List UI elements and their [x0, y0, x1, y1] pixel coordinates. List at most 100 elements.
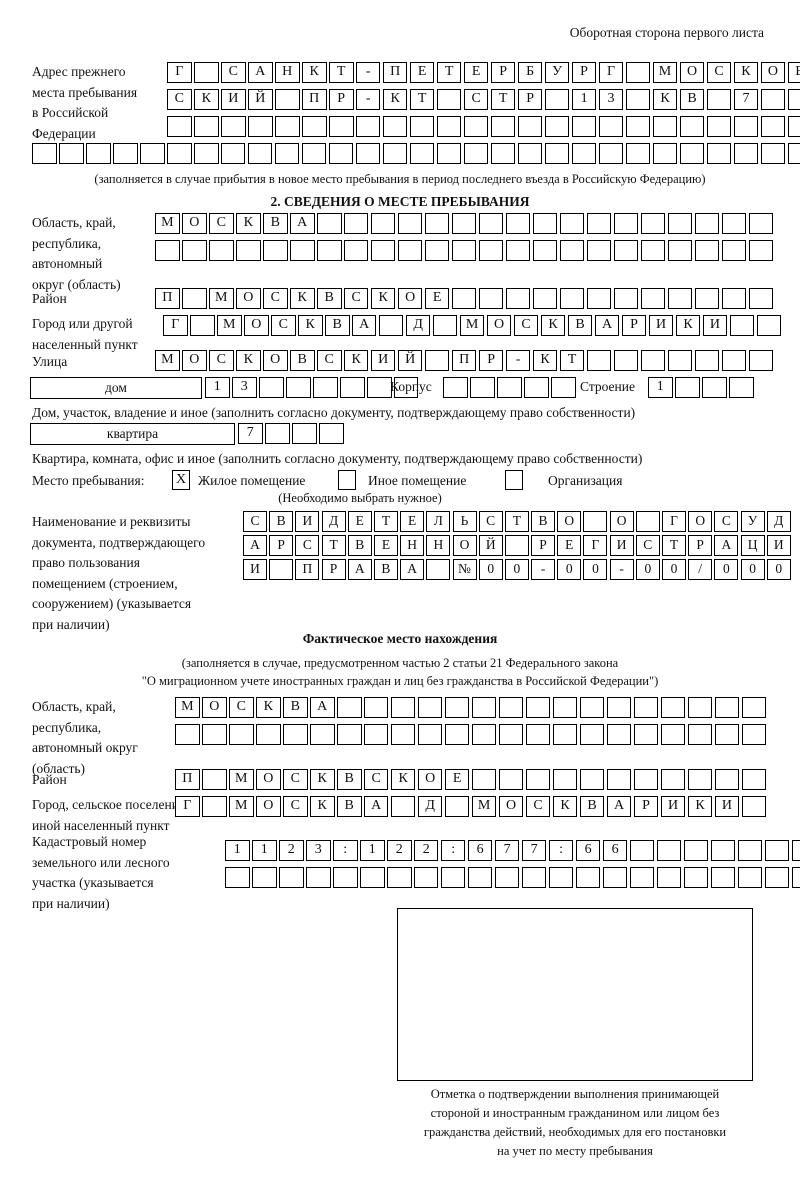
char-cell[interactable] — [451, 213, 477, 234]
char-cell[interactable] — [478, 213, 504, 234]
char-cell[interactable] — [424, 213, 450, 234]
char-cell[interactable]: Т — [559, 350, 585, 371]
char-cell[interactable] — [737, 867, 763, 888]
char-cell[interactable]: П — [382, 62, 408, 83]
char-cell[interactable] — [363, 724, 389, 745]
char-cell[interactable]: О — [243, 315, 269, 336]
char-cell[interactable] — [760, 116, 786, 137]
char-cell[interactable] — [748, 288, 774, 309]
char-cell[interactable] — [336, 724, 362, 745]
char-cell[interactable]: П — [155, 288, 180, 309]
char-cell[interactable]: 7 — [521, 840, 547, 861]
char-cell[interactable] — [440, 867, 466, 888]
char-cell[interactable]: О — [262, 350, 288, 371]
char-cell[interactable]: А — [289, 213, 315, 234]
char-cell[interactable]: - — [609, 559, 634, 580]
char-cell[interactable] — [417, 697, 443, 718]
char-cell[interactable] — [225, 867, 250, 888]
char-cell[interactable]: Г — [662, 511, 686, 532]
char-cell[interactable]: П — [175, 769, 200, 790]
char-cell[interactable]: 0 — [504, 559, 529, 580]
char-cell[interactable]: О — [452, 535, 477, 556]
char-cell[interactable] — [312, 377, 338, 398]
char-cell[interactable]: С — [243, 511, 267, 532]
char-cell[interactable] — [85, 143, 111, 164]
char-cell[interactable]: : — [548, 840, 574, 861]
char-cell[interactable] — [586, 350, 612, 371]
char-cell[interactable]: Р — [531, 535, 556, 556]
char-cell[interactable] — [559, 288, 585, 309]
char-cell[interactable] — [625, 116, 651, 137]
char-cell[interactable] — [656, 840, 682, 861]
char-cell[interactable]: В — [579, 796, 605, 817]
char-cell[interactable]: Т — [436, 62, 462, 83]
char-cell[interactable]: О — [760, 62, 786, 83]
char-cell[interactable]: Р — [490, 62, 516, 83]
char-cell[interactable] — [548, 867, 574, 888]
char-cell[interactable]: С — [635, 535, 660, 556]
char-cell[interactable] — [525, 697, 551, 718]
char-cell[interactable] — [559, 240, 585, 261]
char-cell[interactable]: О — [417, 769, 443, 790]
char-cell[interactable]: В — [336, 796, 362, 817]
char-cell[interactable]: К — [675, 315, 701, 336]
char-cell[interactable]: К — [540, 315, 566, 336]
char-cell[interactable] — [523, 377, 549, 398]
checkbox-residential[interactable]: Х — [172, 470, 190, 490]
char-cell[interactable]: В — [373, 559, 398, 580]
char-cell[interactable] — [602, 867, 628, 888]
char-cell[interactable]: 2 — [278, 840, 304, 861]
char-cell[interactable] — [424, 350, 450, 371]
char-cell[interactable] — [305, 867, 331, 888]
char-cell[interactable] — [309, 724, 335, 745]
char-cell[interactable] — [598, 143, 624, 164]
char-cell[interactable] — [498, 769, 524, 790]
char-cell[interactable] — [760, 143, 786, 164]
char-cell[interactable] — [378, 315, 404, 336]
char-cell[interactable]: В — [567, 315, 593, 336]
char-cell[interactable] — [544, 89, 570, 110]
char-cell[interactable] — [613, 213, 639, 234]
char-cell[interactable]: В — [282, 697, 308, 718]
char-cell[interactable]: М — [208, 288, 234, 309]
char-cell[interactable]: К — [343, 350, 369, 371]
char-cell[interactable]: Й — [397, 350, 423, 371]
char-cell[interactable]: С — [208, 350, 234, 371]
char-cell[interactable]: М — [228, 796, 254, 817]
char-cell[interactable] — [504, 535, 529, 556]
char-cell[interactable] — [579, 724, 605, 745]
char-cell[interactable] — [521, 867, 547, 888]
char-cell[interactable]: О — [498, 796, 524, 817]
char-cell[interactable]: С — [228, 697, 254, 718]
char-cell[interactable] — [635, 511, 660, 532]
char-cell[interactable]: О — [557, 511, 582, 532]
char-cell[interactable] — [656, 867, 682, 888]
char-cell[interactable]: М — [155, 213, 180, 234]
char-cell[interactable]: К — [309, 796, 335, 817]
char-cell[interactable] — [625, 89, 651, 110]
char-cell[interactable] — [706, 143, 732, 164]
char-cell[interactable] — [674, 377, 700, 398]
char-cell[interactable] — [436, 143, 462, 164]
char-cell[interactable]: 6 — [575, 840, 601, 861]
char-cell[interactable]: К — [687, 796, 713, 817]
char-cell[interactable]: К — [255, 697, 281, 718]
char-cell[interactable]: 7 — [494, 840, 520, 861]
char-cell[interactable] — [426, 559, 451, 580]
char-cell[interactable]: М — [155, 350, 180, 371]
char-cell[interactable] — [370, 213, 396, 234]
char-cell[interactable] — [139, 143, 165, 164]
char-cell[interactable]: 6 — [467, 840, 493, 861]
char-cell[interactable] — [694, 213, 720, 234]
char-cell[interactable] — [683, 867, 709, 888]
char-cell[interactable] — [733, 116, 759, 137]
char-cell[interactable] — [444, 796, 470, 817]
char-cell[interactable] — [181, 288, 207, 309]
char-cell[interactable] — [201, 769, 227, 790]
char-cell[interactable]: О — [181, 213, 207, 234]
char-cell[interactable]: Р — [328, 89, 354, 110]
document-row-3[interactable]: И П Р А В А № 0 0-0 0-0 0/0 0 0 — [243, 559, 791, 580]
char-cell[interactable] — [235, 240, 261, 261]
